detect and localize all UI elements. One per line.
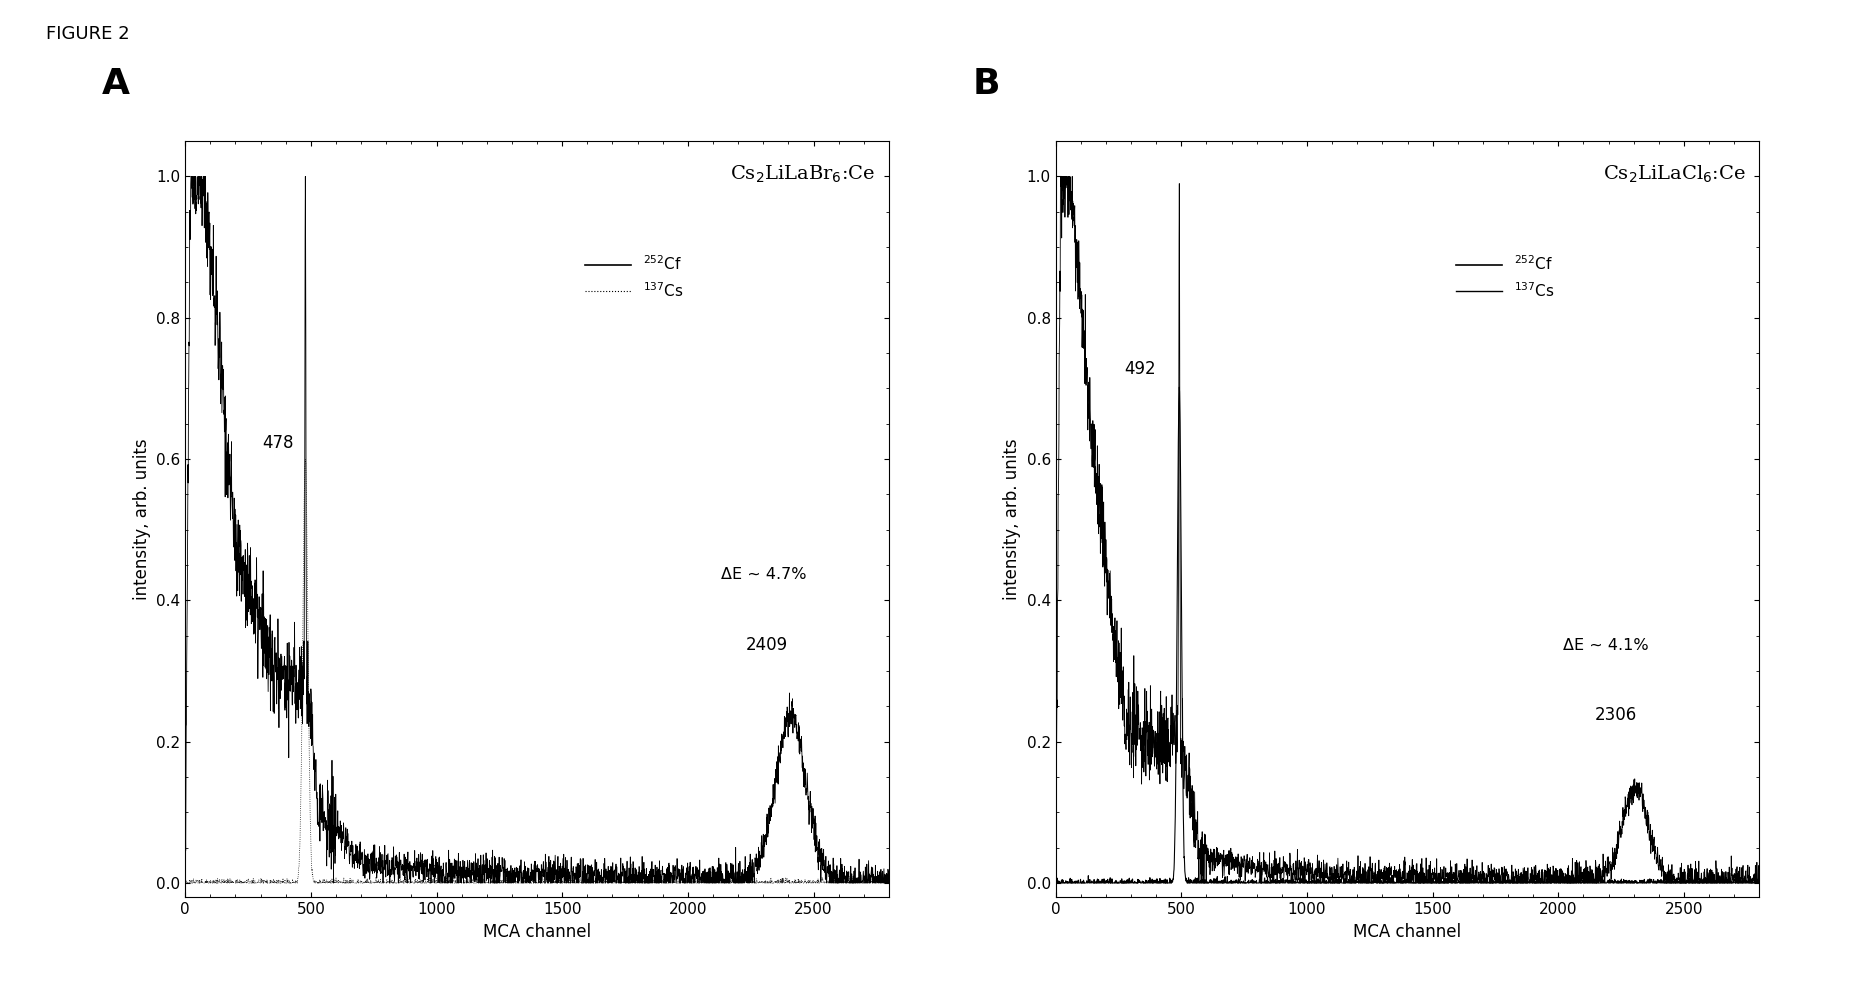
Text: FIGURE 2: FIGURE 2	[46, 25, 130, 43]
Text: A: A	[102, 67, 130, 101]
X-axis label: MCA channel: MCA channel	[483, 922, 591, 940]
Text: 492: 492	[1124, 360, 1156, 378]
Y-axis label: intensity, arb. units: intensity, arb. units	[1004, 438, 1020, 600]
Text: B: B	[972, 67, 1000, 101]
Text: 478: 478	[263, 434, 294, 453]
Text: Cs$_2$LiLaCl$_6$:Ce: Cs$_2$LiLaCl$_6$:Ce	[1602, 164, 1745, 185]
Text: Cs$_2$LiLaBr$_6$:Ce: Cs$_2$LiLaBr$_6$:Ce	[730, 164, 874, 185]
Text: ΔE ~ 4.1%: ΔE ~ 4.1%	[1563, 638, 1648, 653]
Y-axis label: intensity, arb. units: intensity, arb. units	[133, 438, 150, 600]
Legend: $^{252}$Cf, $^{137}$Cs: $^{252}$Cf, $^{137}$Cs	[585, 255, 683, 299]
Text: 2409: 2409	[746, 636, 787, 654]
Text: 2306: 2306	[1595, 707, 1637, 725]
X-axis label: MCA channel: MCA channel	[1354, 922, 1461, 940]
Text: ΔE ~ 4.7%: ΔE ~ 4.7%	[720, 568, 806, 583]
Legend: $^{252}$Cf, $^{137}$Cs: $^{252}$Cf, $^{137}$Cs	[1456, 255, 1554, 299]
